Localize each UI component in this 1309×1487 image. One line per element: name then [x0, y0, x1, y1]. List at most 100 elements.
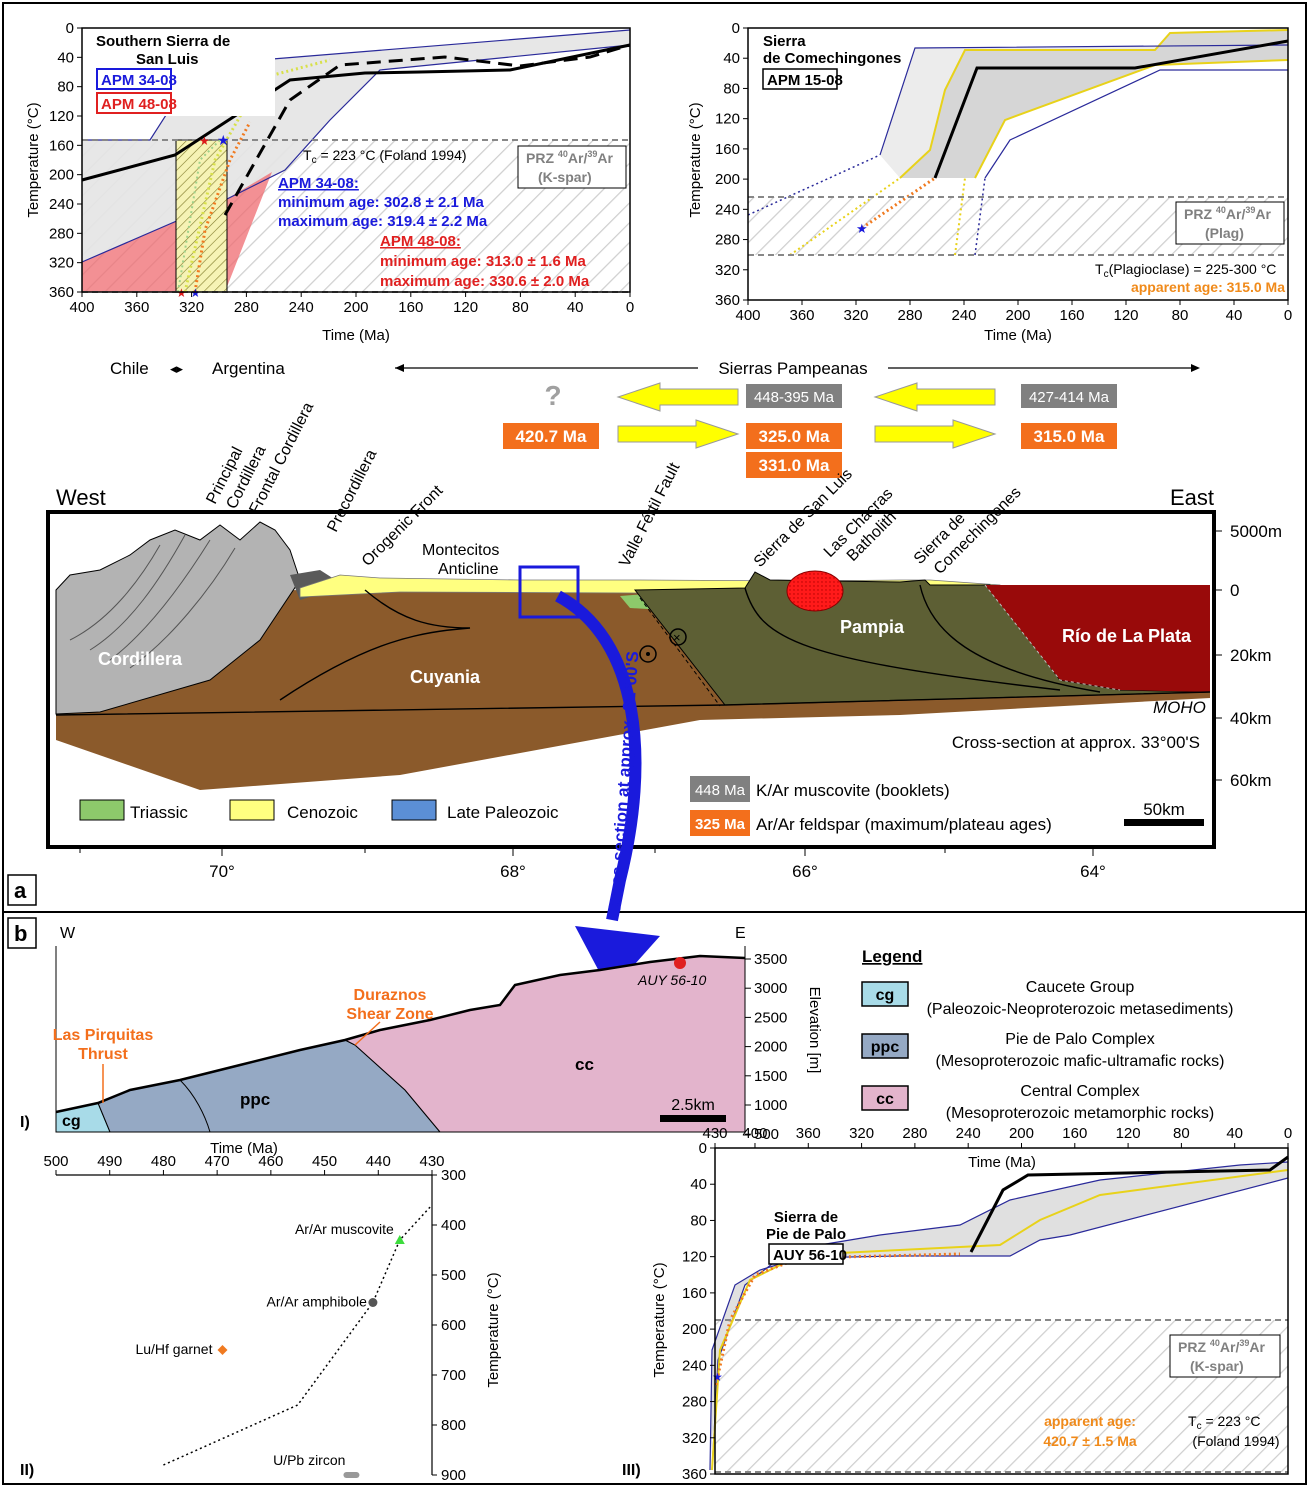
scale-bar-b: [660, 1115, 726, 1122]
cross-section: West East × C: [46, 400, 1282, 992]
age-orange-1: [503, 423, 599, 449]
legend-age-gray-text: K/Ar muscovite (booklets): [756, 781, 950, 800]
y-tick-label: 0: [732, 20, 740, 37]
roman-i: I): [20, 1114, 30, 1131]
moho-line: [55, 691, 1211, 716]
pampeanas-bg: [698, 358, 888, 378]
elev-tick-label: 1500: [754, 1068, 787, 1085]
y-tick-label: 360: [49, 284, 74, 301]
y-tick-label: 360: [715, 292, 740, 309]
yellow-arrow-left-2: [873, 382, 996, 412]
x-tick-label: 400: [742, 1125, 767, 1142]
roman-iii: III): [622, 1462, 641, 1479]
age-orange-4-text: 315.0 Ma: [1034, 427, 1105, 446]
elev-tick-label: 1000: [754, 1097, 787, 1114]
out-of-page-symbol: [639, 645, 657, 663]
tc-iii: Tc = 223 °C: [1188, 1413, 1260, 1432]
legend-age-gray: 448 Ma: [695, 782, 746, 799]
yellow-arrow-left-1: [616, 382, 739, 412]
topography-line: [55, 954, 746, 1114]
x-tick-label: 360: [796, 1125, 821, 1142]
s2-min: minimum age: 313.0 ± 1.6 Ma: [380, 253, 586, 270]
legend-cenozoic-swatch: [229, 799, 275, 821]
yellow-iii: [711, 1169, 1289, 1471]
duraznos-1: Duraznos: [354, 987, 427, 1004]
y-tick-label: 40: [690, 1176, 707, 1193]
legend-age-orange-text: Ar/Ar feldspar (maximum/plateau ages): [756, 815, 1052, 834]
depth-label: 20km: [1230, 646, 1272, 665]
x-tick-label: 400: [735, 307, 760, 324]
scale-label-a: 50km: [1143, 800, 1185, 819]
legend-code-cc: cc: [876, 1091, 894, 1108]
question-mark: ?: [544, 380, 561, 411]
fault-3: [279, 589, 471, 701]
terrane-cordillera: Cordillera: [98, 649, 183, 669]
valle-fertil-fault: [639, 597, 721, 707]
panel-b-box: [7, 917, 37, 949]
unit-label-ppc: ppc: [240, 1090, 270, 1109]
y-tick-label: 200: [49, 167, 74, 184]
cordillera-block: [55, 521, 301, 715]
yellow-arrow-right-2: [874, 419, 997, 449]
x-tick-label: 360: [789, 307, 814, 324]
y-tick-label: 200: [715, 171, 740, 188]
legend-desc-ppc: (Mesoproterozoic mafic-ultramafic rocks): [936, 1053, 1225, 1070]
prz-title-right: PRZ 40Ar/39Ar: [1184, 205, 1271, 222]
x-tick-label: 240: [289, 299, 314, 316]
west-label: West: [56, 485, 106, 510]
x-tick-label: 360: [124, 299, 149, 316]
x-tick-label: 200: [343, 299, 368, 316]
legend-age-orange: 325 Ma: [695, 816, 746, 833]
star-blue: ★: [217, 132, 230, 148]
y-tick-label: 120: [682, 1249, 707, 1266]
point-ar-ar-amphibole: [368, 1298, 378, 1307]
legend-age-gray-box: [690, 776, 750, 802]
title-r-2: de Comechingones: [763, 50, 901, 67]
depth-label: 40km: [1230, 709, 1272, 728]
y-tick-label: 160: [682, 1285, 707, 1302]
x-tick-label: 490: [97, 1153, 122, 1170]
x-tick-label: 120: [453, 299, 478, 316]
into-page-cross: ×: [673, 630, 681, 645]
age-orange-3-text: 331.0 Ma: [759, 456, 830, 475]
s1-max: maximum age: 319.4 ± 2.2 Ma: [278, 213, 488, 230]
rio-plata-edge: [984, 584, 1121, 691]
into-page-symbol: [669, 628, 687, 646]
study-area-box: [518, 565, 580, 619]
star-iii: ★: [712, 1370, 723, 1384]
x-tick-label: 160: [398, 299, 423, 316]
ylabel-left: Temperature (°C): [25, 102, 42, 217]
x-tick-label: 480: [151, 1153, 176, 1170]
apparent-right: apparent age: 315.0 Ma: [1131, 279, 1285, 295]
y-tick-label: 0: [66, 20, 74, 37]
star-blue-2: ★: [190, 286, 201, 300]
chart-comechingones: ★ 400 360 320 280 240 200 160 120 80 40 0040801201…: [687, 20, 1292, 344]
age-orange-3: [746, 452, 842, 478]
y-tick-label: 600: [441, 1317, 466, 1334]
y-tick-label: 300: [441, 1167, 466, 1184]
cross-section-label: Cross-section at approx. 33°00'S: [952, 733, 1200, 752]
point-ar-ar-muscovite: [394, 1235, 405, 1244]
age-gray-2: [1021, 384, 1117, 408]
pampia-block: [633, 571, 1211, 706]
dotted-yellow: [183, 58, 331, 293]
sample1-box: [96, 68, 172, 90]
east-label: East: [1170, 485, 1214, 510]
star-red-2: ★: [176, 286, 187, 300]
x-tick-label: 430: [702, 1125, 727, 1142]
x-tick-label: 40: [567, 299, 584, 316]
legend-desc-cg: (Paleozoic-Neoproterozoic metasediments): [927, 1001, 1234, 1018]
sample-iii: AUY 56-10: [773, 1247, 847, 1264]
ticks-left: 400 360 320 280 240 200 160 120 80 40 004080120160…: [49, 20, 634, 316]
elevation-ticks: 3500 3000 2500 2000 1500 1000 500: [745, 951, 787, 1143]
curved-arrow: [555, 590, 642, 922]
profile-i: AUY 56-10 cg ppc cc Las Pirquitas Thrust…: [20, 946, 823, 1143]
cordillera-folds: [69, 534, 236, 669]
sample2-box: [96, 92, 172, 114]
longitude-ticks: 70° 68° 66° 64°: [79, 847, 1106, 881]
s1-head: APM 34-08:: [278, 175, 359, 192]
y-tick-label: 80: [723, 80, 740, 97]
dotted-orange: [193, 121, 252, 293]
panel-a-label: a: [14, 878, 27, 903]
